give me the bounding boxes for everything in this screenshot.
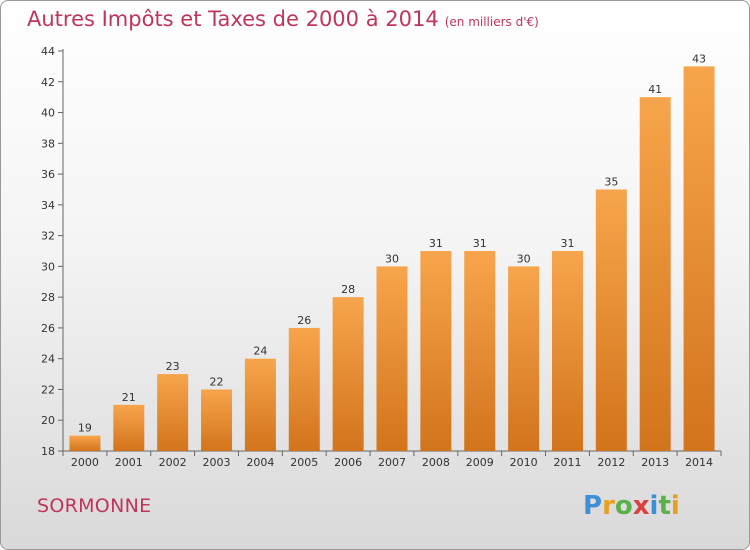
chart-title: Autres Impôts et Taxes de 2000 à 2014 (en… bbox=[27, 7, 539, 31]
x-tick-label: 2000 bbox=[71, 456, 99, 469]
bar-2012 bbox=[595, 189, 627, 451]
data-label: 22 bbox=[210, 375, 224, 388]
x-tick-label: 2006 bbox=[334, 456, 362, 469]
bar-2000 bbox=[69, 435, 101, 451]
logo-letter: o bbox=[614, 491, 633, 521]
data-label: 21 bbox=[122, 391, 136, 404]
y-tick-label: 44 bbox=[41, 45, 55, 58]
y-tick-label: 32 bbox=[41, 230, 55, 243]
bar-2010 bbox=[508, 266, 540, 451]
x-tick-label: 2003 bbox=[203, 456, 231, 469]
data-label: 23 bbox=[166, 360, 180, 373]
logo-letter: r bbox=[602, 491, 615, 521]
data-labels: 19 21 23 22 24 26 28 30 31 31 30 31 35 41 43 bbox=[78, 52, 706, 434]
data-label: 28 bbox=[341, 283, 355, 296]
y-tick-label: 34 bbox=[41, 199, 55, 212]
bar-2011 bbox=[551, 251, 583, 451]
x-tick-label: 2004 bbox=[246, 456, 274, 469]
y-tick-label: 24 bbox=[41, 353, 55, 366]
data-label: 31 bbox=[429, 237, 443, 250]
data-label: 43 bbox=[692, 52, 706, 65]
data-label: 31 bbox=[560, 237, 574, 250]
bar-2007 bbox=[376, 266, 408, 451]
bar-2005 bbox=[288, 327, 320, 451]
x-tick-label: 2013 bbox=[641, 456, 669, 469]
x-tick-label: 2011 bbox=[553, 456, 581, 469]
y-axis: 18 20 22 24 26 28 30 32 34 36 38 40 42 44 bbox=[41, 45, 64, 458]
commune-name: SORMONNE bbox=[37, 495, 152, 517]
bar-2013 bbox=[639, 97, 671, 452]
y-tick-label: 22 bbox=[41, 383, 55, 396]
y-tick-label: 26 bbox=[41, 322, 55, 335]
x-tick-label: 2008 bbox=[422, 456, 450, 469]
logo-letter: i bbox=[670, 491, 680, 521]
logo-letter: i bbox=[649, 491, 659, 521]
x-tick-label: 2007 bbox=[378, 456, 406, 469]
data-label: 31 bbox=[473, 237, 487, 250]
data-label: 24 bbox=[253, 345, 267, 358]
data-label: 26 bbox=[297, 314, 311, 327]
x-tick-label: 2009 bbox=[466, 456, 494, 469]
x-tick-label: 2014 bbox=[685, 456, 713, 469]
x-tick-label: 2001 bbox=[115, 456, 143, 469]
x-tick-label: 2002 bbox=[159, 456, 187, 469]
data-label: 41 bbox=[648, 83, 662, 96]
y-tick-label: 18 bbox=[41, 445, 55, 458]
title-main: Autres Impôts et Taxes de 2000 à 2014 bbox=[27, 7, 439, 31]
data-label: 19 bbox=[78, 422, 92, 435]
bar-2003 bbox=[201, 389, 233, 451]
logo-letter: x bbox=[632, 491, 650, 521]
logo-letter: P bbox=[583, 491, 603, 521]
bar-2002 bbox=[157, 374, 189, 451]
data-label: 35 bbox=[604, 175, 618, 188]
data-label: 30 bbox=[517, 252, 531, 265]
y-tick-label: 42 bbox=[41, 76, 55, 89]
logo-letter: t bbox=[658, 491, 671, 521]
x-tick-label: 2010 bbox=[510, 456, 538, 469]
bar-2006 bbox=[332, 297, 364, 451]
title-unit: (en milliers d'€) bbox=[444, 15, 539, 29]
x-tick-label: 2012 bbox=[597, 456, 625, 469]
x-tick-label: 2005 bbox=[290, 456, 318, 469]
y-tick-label: 30 bbox=[41, 260, 55, 273]
proxiti-logo[interactable]: Proxiti bbox=[583, 491, 680, 521]
bar-2008 bbox=[420, 251, 452, 451]
data-label: 30 bbox=[385, 252, 399, 265]
x-axis: 2000 2001 2002 2003 2004 2005 2006 2007 2008 2009… bbox=[62, 450, 722, 469]
bar-2014 bbox=[683, 66, 715, 451]
bar-2009 bbox=[464, 251, 496, 451]
bar-2001 bbox=[113, 404, 145, 451]
y-tick-label: 20 bbox=[41, 414, 55, 427]
bars bbox=[69, 66, 715, 452]
y-tick-label: 40 bbox=[41, 107, 55, 120]
bar-2004 bbox=[244, 358, 276, 451]
y-tick-label: 38 bbox=[41, 137, 55, 150]
y-tick-label: 28 bbox=[41, 291, 55, 304]
y-tick-label: 36 bbox=[41, 168, 55, 181]
